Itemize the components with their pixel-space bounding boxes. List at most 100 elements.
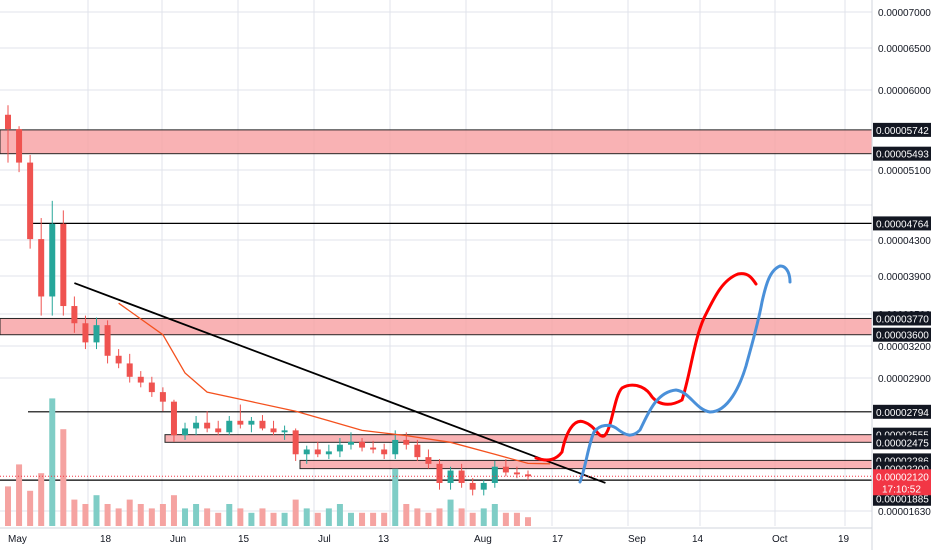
price-axis-tick-label: 0.00001630 [878, 507, 931, 518]
candle-body [60, 223, 67, 307]
volume-bar [270, 512, 277, 526]
candle-body [16, 129, 23, 163]
volume-bar [403, 504, 410, 526]
candle-body [170, 401, 177, 436]
candle-body [27, 162, 34, 240]
volume-bar [204, 508, 211, 526]
price-level-tag-label: 0.00003600 [876, 331, 929, 342]
price-level-tag-label: 0.00003770 [876, 314, 929, 325]
price-level-tag[interactable] [873, 327, 931, 342]
candle-body [270, 428, 277, 433]
candle-body [137, 376, 144, 383]
date-axis[interactable]: May 18 Jun 15 Jul 13 Aug 17 Sep 14 Oct 19 [0, 527, 872, 545]
price-level-tag[interactable] [873, 311, 931, 326]
volume-bar [381, 512, 388, 526]
price-axis[interactable]: 0.00007000 0.00006500 0.00006000 0.00005100… [871, 0, 931, 550]
candle-body [458, 470, 465, 483]
resistance-zone[interactable] [164, 434, 873, 443]
date-axis-label: May [8, 534, 27, 545]
volume-bar [148, 508, 155, 526]
volume-bar [248, 512, 255, 526]
resistance-zones[interactable] [0, 129, 873, 470]
candle-body [414, 444, 421, 458]
volume-bar [226, 504, 233, 526]
date-axis-label: Oct [772, 534, 788, 545]
trendline[interactable] [74, 282, 606, 484]
volume-bar [447, 499, 454, 526]
candle-body [370, 447, 377, 450]
price-level-tag-label: 0.00005742 [876, 126, 929, 137]
volume-bars [5, 398, 531, 526]
volume-bar [347, 512, 354, 526]
candle-body [104, 325, 111, 356]
candle-body [303, 449, 310, 455]
candle-body [281, 430, 288, 433]
date-axis-label: Jul [318, 534, 331, 545]
volume-bar [480, 508, 487, 526]
price-level-tag-label: 0.00004764 [876, 219, 929, 230]
candle-body [314, 449, 321, 455]
candle-body [71, 306, 78, 324]
price-level-tag[interactable] [873, 216, 931, 231]
candle-body [325, 451, 332, 455]
countdown-label: 17:10:52 [882, 484, 921, 495]
candle-body [82, 323, 89, 343]
date-axis-label: 15 [238, 534, 250, 545]
volume-bar [314, 512, 321, 526]
candle-body [5, 114, 11, 130]
volume-bar [392, 468, 399, 526]
candle-body [513, 472, 520, 475]
price-axis-tick-label: 0.00003200 [878, 342, 931, 353]
horizontal-levels[interactable] [0, 222, 872, 481]
date-axis-label: 18 [100, 534, 112, 545]
current-price-tag[interactable] [873, 469, 931, 496]
downtrend-line[interactable] [74, 282, 606, 484]
projection-path-red[interactable] [534, 272, 758, 462]
candle-body [392, 439, 399, 455]
candle-body [436, 463, 443, 483]
candle-body [193, 422, 200, 429]
date-axis-label: 14 [692, 534, 704, 545]
price-level-tag[interactable] [873, 122, 931, 137]
candle-body [182, 428, 189, 436]
candle-body [215, 428, 222, 433]
volume-bar [303, 508, 310, 526]
date-axis-label: Jun [170, 534, 186, 545]
volume-bar [38, 473, 45, 526]
projection-paths[interactable] [534, 264, 792, 484]
resistance-zone[interactable] [0, 129, 873, 155]
price-level-tag[interactable] [873, 435, 931, 450]
candle-body [49, 223, 56, 297]
volume-bar [104, 504, 111, 526]
candle-body [425, 457, 432, 464]
volume-bar [259, 508, 266, 526]
volume-bar [469, 512, 476, 526]
price-level-tag[interactable] [873, 404, 931, 419]
grid [0, 0, 872, 526]
projection-path-blue[interactable] [578, 264, 792, 484]
candle-body [148, 382, 155, 393]
candle-body [381, 449, 388, 455]
candle-body [248, 420, 255, 425]
price-axis-tick-label: 0.00002900 [878, 374, 931, 385]
volume-bar [502, 512, 509, 526]
candle-body [259, 420, 266, 429]
resistance-zone[interactable] [0, 317, 873, 336]
volume-bar [16, 464, 23, 526]
volume-bar [513, 512, 520, 526]
price-level-tag-label: 0.00005493 [876, 150, 929, 161]
volume-bar [170, 495, 177, 526]
moving-average [118, 302, 551, 465]
candle-body [403, 439, 410, 445]
date-axis-label: Aug [474, 534, 492, 545]
volume-bar [193, 504, 200, 526]
volume-bar [414, 508, 421, 526]
volume-bar [425, 512, 432, 526]
price-level-tag[interactable] [873, 146, 931, 161]
candle-body [159, 392, 166, 402]
sma-line [118, 302, 551, 465]
candle-body [525, 474, 531, 477]
candle-body [237, 420, 244, 425]
